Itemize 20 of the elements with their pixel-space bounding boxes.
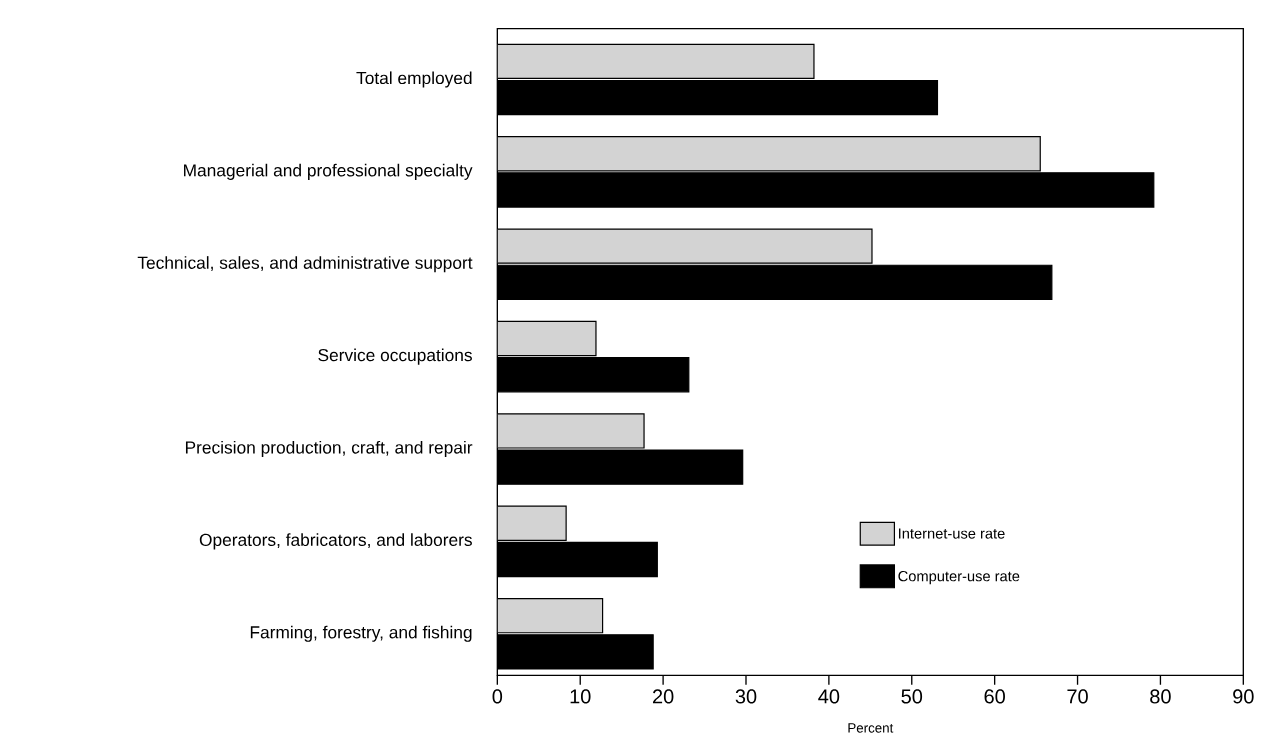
y-tick-label: Service occupations — [318, 348, 472, 365]
x-tick-label: 40 — [818, 689, 840, 704]
x-tick-label: 30 — [735, 689, 757, 704]
x-tick-label: 10 — [570, 689, 591, 704]
y-tick-label: Farming, forestry, and fishing — [250, 625, 472, 642]
legend-label: Computer-use rate — [898, 571, 1020, 585]
x-tick-label: 90 — [1233, 689, 1254, 704]
y-tick-label: Total employed — [356, 71, 472, 88]
y-tick-label: Operators, fabricators, and laborers — [199, 533, 472, 550]
y-tick-label: Technical, sales, and administrative support — [137, 256, 473, 273]
x-tick-label: 20 — [652, 689, 674, 704]
y-tick-label: Managerial and professional specialty — [184, 163, 473, 180]
legend-label: Internet-use rate — [899, 528, 1005, 539]
y-tick-label: Precision production, craft, and repair — [185, 440, 473, 458]
x-tick-label: 70 — [1067, 689, 1088, 704]
x-tick-label: 50 — [901, 689, 923, 704]
x-axis-title: Percent — [848, 723, 894, 733]
x-tick-label: 0 — [492, 689, 503, 704]
x-tick-label: 60 — [984, 689, 1005, 704]
x-tick-label: 80 — [1150, 689, 1171, 704]
